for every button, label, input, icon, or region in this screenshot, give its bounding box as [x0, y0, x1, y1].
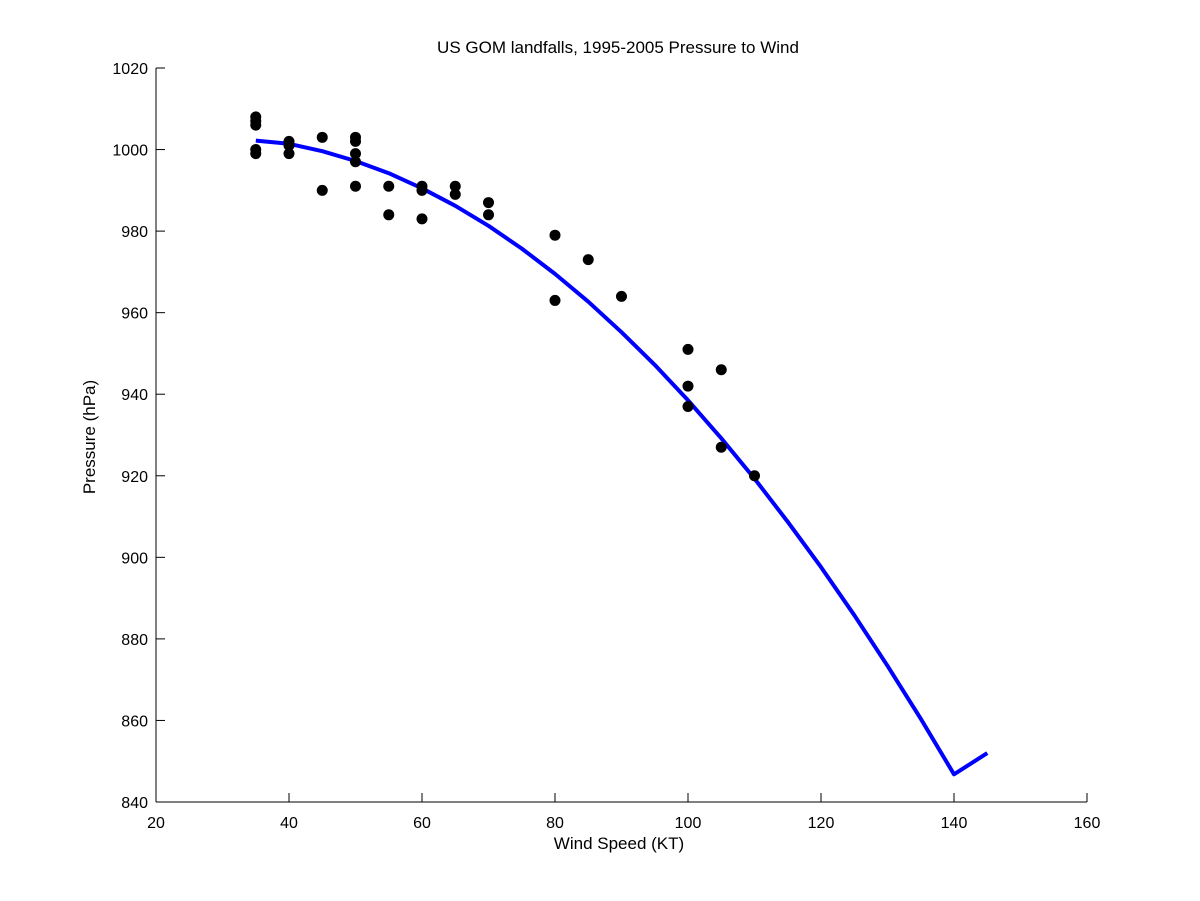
- data-point: [383, 209, 395, 221]
- x-tick-label-160: 160: [1074, 815, 1101, 832]
- y-tick-label-900: 900: [121, 550, 148, 567]
- data-point: [250, 148, 262, 160]
- data-point: [549, 229, 561, 241]
- data-point: [250, 119, 262, 131]
- fit-curve-line: [255, 138, 989, 777]
- y-tick-label-1020: 1020: [112, 61, 148, 78]
- tick-marks: [155, 67, 1088, 803]
- data-point: [283, 139, 295, 151]
- x-tick-label-40: 40: [280, 815, 298, 832]
- data-point: [682, 380, 694, 392]
- data-point: [316, 184, 328, 196]
- data-point: [350, 135, 361, 147]
- data-point: [483, 209, 494, 221]
- data-point: [582, 254, 594, 266]
- data-point: [749, 470, 760, 482]
- data-point: [350, 180, 361, 192]
- tick-labels: 20 40 60 80 100 120 140 160 840 860 880 900 920 940 96…: [112, 61, 1100, 832]
- data-point: [549, 294, 561, 306]
- fit-curve-group: [255, 138, 989, 777]
- data-point: [350, 148, 361, 160]
- y-axis-label: Pressure (hPa): [80, 380, 99, 494]
- data-point: [449, 180, 461, 192]
- data-point: [383, 180, 395, 192]
- data-point: [416, 184, 428, 196]
- data-point: [715, 441, 727, 453]
- x-tick-label-60: 60: [413, 815, 431, 832]
- x-tick-label-120: 120: [808, 815, 835, 832]
- data-point: [682, 343, 694, 355]
- x-tick-label-20: 20: [147, 815, 165, 832]
- y-tick-label-880: 880: [121, 632, 148, 649]
- y-tick-label-920: 920: [121, 469, 148, 486]
- data-point: [483, 197, 494, 209]
- data-point: [682, 400, 694, 412]
- scatter-points: [250, 111, 760, 482]
- y-tick-label-1000: 1000: [112, 143, 148, 160]
- x-tick-label-80: 80: [546, 815, 564, 832]
- x-axis-label: Wind Speed (KT): [554, 834, 684, 853]
- data-point: [715, 364, 727, 376]
- chart-title: US GOM landfalls, 1995-2005 Pressure to …: [437, 38, 799, 57]
- y-tick-label-960: 960: [121, 306, 148, 323]
- x-tick-label-100: 100: [675, 815, 702, 832]
- x-tick-label-140: 140: [941, 815, 968, 832]
- data-point: [350, 156, 361, 168]
- data-point: [449, 188, 461, 200]
- y-tick-label-860: 860: [121, 713, 148, 730]
- data-point: [316, 131, 328, 143]
- axes-frame: [155, 68, 1087, 803]
- data-point: [616, 290, 627, 302]
- data-point: [416, 213, 428, 225]
- y-tick-label-940: 940: [121, 387, 148, 404]
- y-tick-label-980: 980: [121, 224, 148, 241]
- data-point: [283, 148, 295, 160]
- y-tick-label-840: 840: [121, 795, 148, 812]
